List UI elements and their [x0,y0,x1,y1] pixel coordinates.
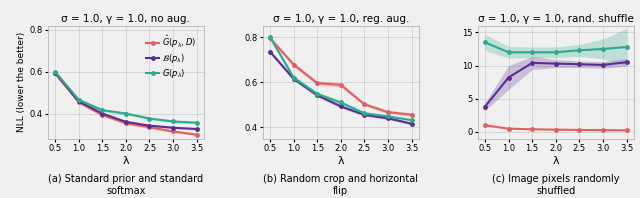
Title: σ = 1.0, γ = 1.0, no aug.: σ = 1.0, γ = 1.0, no aug. [61,14,190,24]
Title: σ = 1.0, γ = 1.0, rand. shuffle: σ = 1.0, γ = 1.0, rand. shuffle [478,14,634,24]
Text: (a) Standard prior and standard
softmax: (a) Standard prior and standard softmax [48,174,204,196]
X-axis label: λ: λ [337,156,344,166]
Y-axis label: NLL (lower the better): NLL (lower the better) [17,32,26,132]
X-axis label: λ: λ [552,156,559,166]
Text: (c) Image pixels randomly
shuffled: (c) Image pixels randomly shuffled [492,174,620,196]
Text: (b) Random crop and horizontal
flip: (b) Random crop and horizontal flip [263,174,419,196]
X-axis label: λ: λ [122,156,129,166]
Legend: $\hat{G}(p_\lambda, D)$, $\mathcal{B}(p_\lambda)$, $G(p_\lambda)$: $\hat{G}(p_\lambda, D)$, $\mathcal{B}(p_… [143,30,200,83]
Title: σ = 1.0, γ = 1.0, reg. aug.: σ = 1.0, γ = 1.0, reg. aug. [273,14,409,24]
